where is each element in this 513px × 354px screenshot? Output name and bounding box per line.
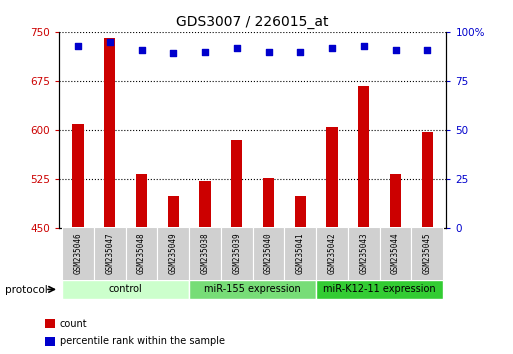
Bar [231, 140, 242, 354]
Text: GSM235039: GSM235039 [232, 232, 241, 274]
Point [296, 48, 304, 54]
Bar [263, 178, 274, 354]
Bar [157, 227, 189, 281]
Bar [294, 195, 306, 354]
Bar [72, 124, 84, 354]
Bar [316, 280, 443, 299]
Bar [62, 280, 189, 299]
Bar [358, 86, 369, 354]
Bar [326, 127, 338, 354]
Bar [316, 227, 348, 281]
Bar [348, 227, 380, 281]
Bar [380, 227, 411, 281]
Bar [200, 181, 211, 354]
Bar [45, 319, 55, 328]
Text: GSM235047: GSM235047 [105, 232, 114, 274]
Bar [390, 174, 401, 354]
Point [169, 51, 177, 56]
Bar [45, 337, 55, 346]
Text: miR-K12-11 expression: miR-K12-11 expression [323, 284, 436, 295]
Point [106, 39, 114, 45]
Text: GSM235045: GSM235045 [423, 232, 432, 274]
Text: GSM235038: GSM235038 [201, 232, 209, 274]
Text: control: control [109, 284, 143, 295]
Text: GSM235048: GSM235048 [137, 232, 146, 274]
Text: count: count [60, 319, 88, 329]
Point [391, 47, 400, 52]
Text: miR-155 expression: miR-155 expression [204, 284, 301, 295]
Bar [126, 227, 157, 281]
Bar [189, 280, 316, 299]
Bar [168, 195, 179, 354]
Title: GDS3007 / 226015_at: GDS3007 / 226015_at [176, 16, 329, 29]
Bar [94, 227, 126, 281]
Text: percentile rank within the sample: percentile rank within the sample [60, 336, 225, 346]
Text: GSM235041: GSM235041 [296, 232, 305, 274]
Bar [284, 227, 316, 281]
Point [201, 48, 209, 54]
Bar [189, 227, 221, 281]
Bar [422, 132, 433, 354]
Point [233, 45, 241, 50]
Bar [136, 174, 147, 354]
Text: GSM235044: GSM235044 [391, 232, 400, 274]
Bar [253, 227, 284, 281]
Point [74, 43, 82, 48]
Text: GSM235046: GSM235046 [73, 232, 83, 274]
Point [264, 48, 272, 54]
Text: GSM235042: GSM235042 [327, 232, 337, 274]
Text: protocol: protocol [5, 285, 48, 295]
Point [137, 47, 146, 52]
Text: GSM235040: GSM235040 [264, 232, 273, 274]
Bar [221, 227, 253, 281]
Text: GSM235043: GSM235043 [359, 232, 368, 274]
Point [360, 43, 368, 48]
Point [423, 47, 431, 52]
Bar [62, 227, 94, 281]
Bar [104, 38, 115, 354]
Bar [411, 227, 443, 281]
Text: GSM235049: GSM235049 [169, 232, 178, 274]
Point [328, 45, 336, 50]
